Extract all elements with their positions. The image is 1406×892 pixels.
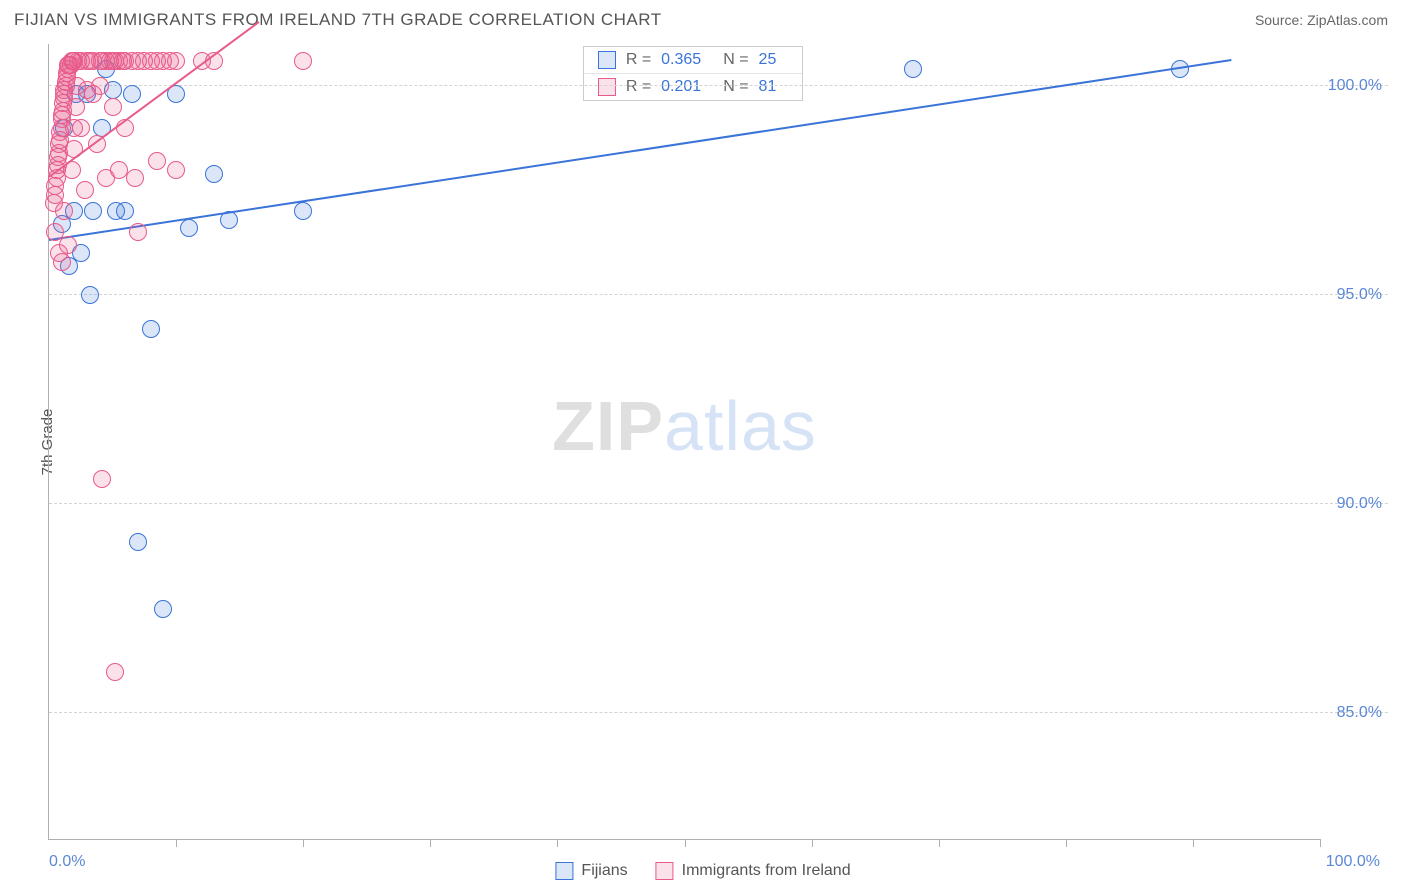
data-point xyxy=(110,161,128,179)
n-value-fijians: 25 xyxy=(759,51,777,69)
gridline-h xyxy=(49,503,1388,504)
x-tick xyxy=(812,839,813,847)
watermark-atlas: atlas xyxy=(664,387,817,465)
stats-legend-box: R = 0.365 N = 25 R = 0.201 N = 81 xyxy=(583,46,804,101)
data-point xyxy=(294,52,312,70)
watermark-zip: ZIP xyxy=(552,387,664,465)
gridline-h xyxy=(49,294,1388,295)
data-point xyxy=(129,223,147,241)
data-point xyxy=(55,202,73,220)
data-point xyxy=(148,152,166,170)
r-label: R = xyxy=(626,51,651,69)
x-tick xyxy=(1193,839,1194,847)
y-tick-label: 95.0% xyxy=(1337,286,1382,304)
y-tick-label: 100.0% xyxy=(1328,77,1382,95)
watermark: ZIPatlas xyxy=(552,386,817,466)
data-point xyxy=(104,98,122,116)
x-tick xyxy=(1320,839,1321,847)
legend-item-fijians: Fijians xyxy=(555,862,627,880)
legend-bottom: Fijians Immigrants from Ireland xyxy=(555,862,850,880)
chart-title: FIJIAN VS IMMIGRANTS FROM IRELAND 7TH GR… xyxy=(14,10,662,30)
data-point xyxy=(93,470,111,488)
n-value-ireland: 81 xyxy=(759,78,777,96)
legend-label-ireland: Immigrants from Ireland xyxy=(682,862,851,880)
data-point xyxy=(67,98,85,116)
x-tick xyxy=(685,839,686,847)
data-point xyxy=(129,533,147,551)
chart-header: FIJIAN VS IMMIGRANTS FROM IRELAND 7TH GR… xyxy=(0,0,1406,36)
x-tick xyxy=(939,839,940,847)
data-point xyxy=(904,60,922,78)
x-tick xyxy=(303,839,304,847)
y-tick-label: 90.0% xyxy=(1337,495,1382,513)
plot-region: ZIPatlas R = 0.365 N = 25 R = 0.201 N = … xyxy=(48,44,1320,840)
y-tick-label: 85.0% xyxy=(1337,704,1382,722)
source-prefix: Source: xyxy=(1255,12,1307,28)
chart-area: 7th Grade ZIPatlas R = 0.365 N = 25 R = … xyxy=(48,44,1388,840)
data-point xyxy=(72,119,90,137)
data-point xyxy=(84,202,102,220)
data-point xyxy=(154,600,172,618)
r-value-fijians: 0.365 xyxy=(661,51,701,69)
data-point xyxy=(76,181,94,199)
data-point xyxy=(91,77,109,95)
gridline-h xyxy=(49,712,1388,713)
data-point xyxy=(142,320,160,338)
data-point xyxy=(180,219,198,237)
r-label: R = xyxy=(626,78,651,96)
r-value-ireland: 0.201 xyxy=(661,78,701,96)
source-attribution: Source: ZipAtlas.com xyxy=(1255,12,1388,28)
legend-swatch-fijians xyxy=(555,862,573,880)
data-point xyxy=(116,202,134,220)
data-point xyxy=(167,161,185,179)
legend-swatch-ireland xyxy=(656,862,674,880)
legend-item-ireland: Immigrants from Ireland xyxy=(656,862,851,880)
stats-row-ireland: R = 0.201 N = 81 xyxy=(584,74,803,100)
data-point xyxy=(65,140,83,158)
data-point xyxy=(59,236,77,254)
source-name: ZipAtlas.com xyxy=(1307,12,1388,28)
data-point xyxy=(167,52,185,70)
data-point xyxy=(294,202,312,220)
data-point xyxy=(81,286,99,304)
swatch-fijians xyxy=(598,51,616,69)
legend-label-fijians: Fijians xyxy=(581,862,627,880)
x-tick xyxy=(176,839,177,847)
n-label: N = xyxy=(723,51,748,69)
data-point xyxy=(123,85,141,103)
x-axis-end-label: 100.0% xyxy=(1326,853,1380,871)
x-axis-start-label: 0.0% xyxy=(49,853,85,871)
gridline-h xyxy=(49,85,1388,86)
stats-row-fijians: R = 0.365 N = 25 xyxy=(584,47,803,74)
data-point xyxy=(205,165,223,183)
x-tick xyxy=(430,839,431,847)
x-tick xyxy=(1066,839,1067,847)
x-tick xyxy=(557,839,558,847)
data-point xyxy=(53,253,71,271)
swatch-ireland xyxy=(598,78,616,96)
data-point xyxy=(126,169,144,187)
n-label: N = xyxy=(723,78,748,96)
data-point xyxy=(106,663,124,681)
